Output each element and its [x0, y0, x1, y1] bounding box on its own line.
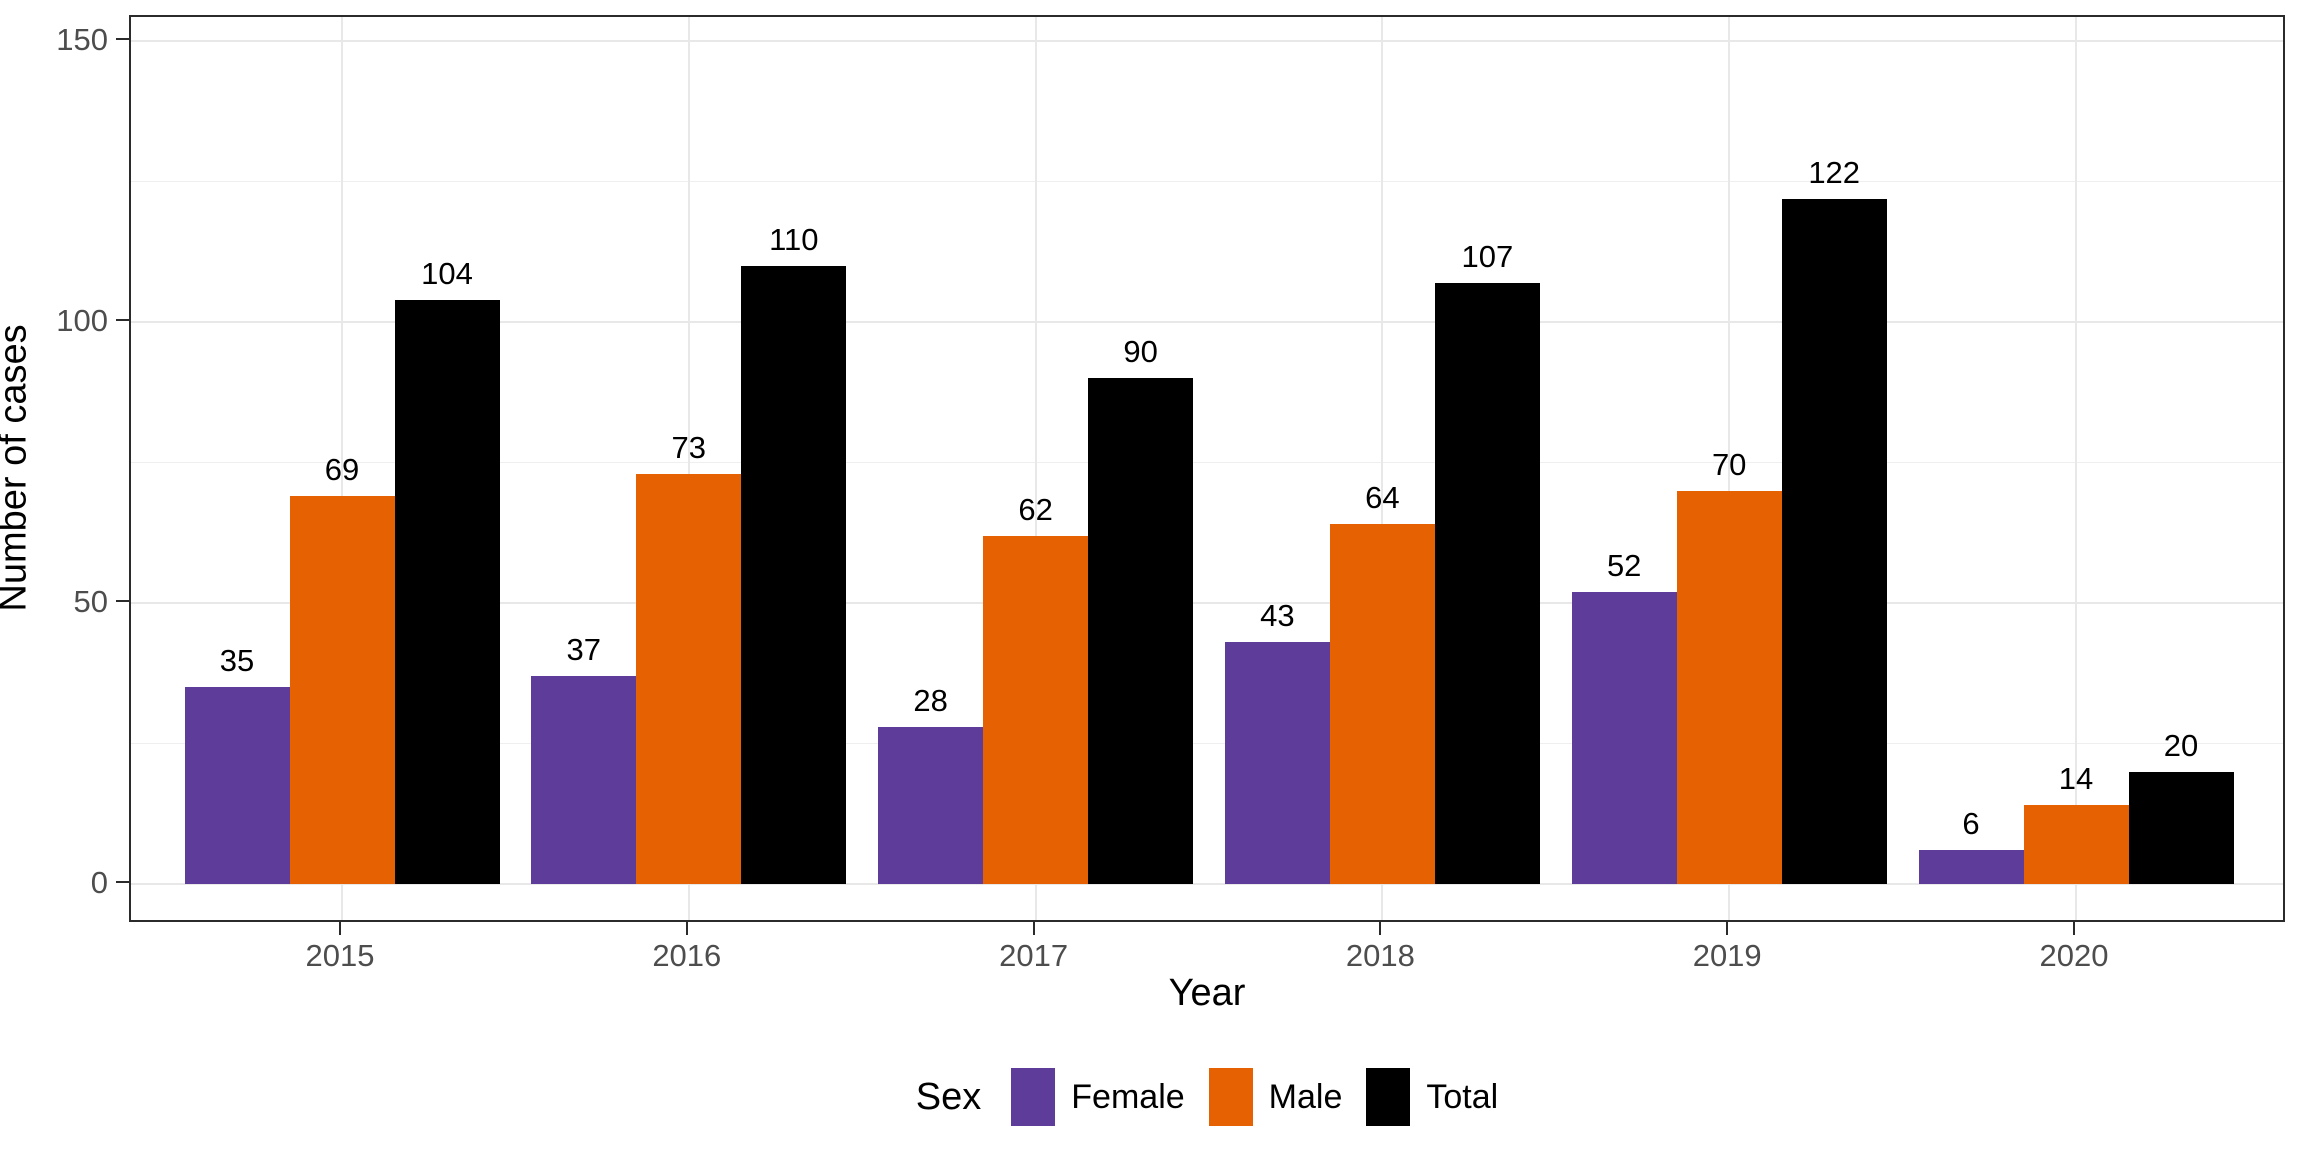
bar-value-label-female-2017: 28 — [913, 682, 948, 718]
bar-value-label-female-2015: 35 — [219, 643, 255, 679]
bar-male-2017 — [983, 535, 1089, 884]
bar-value-label-female-2016: 37 — [566, 632, 602, 668]
x-tick-label-2015: 2015 — [305, 938, 375, 973]
bar-value-label-male-2016: 73 — [671, 429, 707, 465]
plot-panel: 35 37 28 43 52 6 69 73 62 64 70 14 104 110 90 107 122 20 — [129, 15, 2285, 922]
x-tick-mark-2015 — [339, 922, 341, 935]
x-tick-mark-2018 — [1379, 922, 1382, 935]
x-tick-mark-2016 — [685, 922, 688, 935]
bar-total-2018 — [1434, 282, 1540, 884]
y-tick-label-0: 0 — [90, 865, 108, 900]
x-tick-label-2020: 2020 — [2039, 938, 2109, 973]
bar-male-2018 — [1329, 524, 1435, 884]
gridline-vertical-2018 — [1381, 17, 1384, 920]
bar-value-label-total-2015: 104 — [421, 255, 473, 291]
x-tick-label-2016: 2016 — [652, 938, 722, 973]
bar-total-2016 — [741, 266, 847, 884]
bar-value-label-total-2017: 90 — [1123, 334, 1158, 370]
legend-swatch-total-icon — [1366, 1068, 1411, 1126]
bar-female-2020 — [1918, 850, 2024, 884]
bar-value-label-total-2020: 20 — [2163, 727, 2199, 763]
bar-total-2020 — [2128, 771, 2234, 884]
bar-value-label-male-2017: 62 — [1018, 491, 1053, 527]
bar-value-label-total-2018: 107 — [1461, 238, 1514, 274]
y-axis-title: Number of cases — [0, 324, 35, 612]
bar-male-2016 — [636, 473, 742, 884]
gridline-major-100 — [131, 321, 2283, 324]
y-tick-label-150: 150 — [56, 22, 108, 58]
bar-male-2015 — [289, 496, 395, 884]
bar-value-label-female-2018: 43 — [1260, 598, 1295, 634]
bar-value-label-total-2019: 122 — [1808, 154, 1861, 190]
y-tick-mark-150 — [116, 38, 129, 41]
x-tick-label-2018: 2018 — [1345, 938, 1415, 973]
gridline-minor-125 — [131, 181, 2283, 183]
legend-item-total: Total — [1366, 1068, 1498, 1126]
bar-value-label-total-2016: 110 — [769, 222, 819, 258]
y-tick-mark-0 — [116, 881, 129, 883]
gridline-vertical-2015 — [341, 17, 343, 920]
legend: Sex Female Male Total — [129, 1062, 2285, 1132]
bar-female-2016 — [531, 676, 637, 884]
gridline-vertical-2016 — [687, 17, 690, 920]
x-tick-mark-2017 — [1032, 922, 1035, 935]
legend-item-male: Male — [1208, 1068, 1343, 1126]
x-axis-title: Year — [1168, 972, 1246, 1014]
bar-total-2019 — [1781, 198, 1887, 884]
legend-swatch-female-icon — [1011, 1068, 1056, 1126]
bar-male-2019 — [1676, 490, 1782, 884]
bar-male-2020 — [2023, 805, 2129, 884]
y-tick-mark-50 — [116, 600, 129, 603]
legend-label-male: Male — [1268, 1077, 1343, 1116]
gridline-vertical-2017 — [1034, 17, 1037, 920]
gridline-vertical-2020 — [2075, 17, 2077, 920]
x-tick-label-2017: 2017 — [999, 938, 1069, 973]
bar-value-label-male-2019: 70 — [1711, 446, 1747, 482]
bar-value-label-male-2018: 64 — [1365, 480, 1400, 516]
legend-title: Sex — [915, 1075, 982, 1118]
x-tick-label-2019: 2019 — [1692, 938, 1762, 973]
legend-item-female: Female — [1011, 1068, 1185, 1126]
gridline-major-50 — [131, 602, 2283, 605]
gridline-minor-75 — [131, 462, 2283, 464]
gridline-major-150 — [131, 40, 2283, 43]
x-tick-mark-2020 — [2073, 922, 2075, 935]
legend-label-female: Female — [1071, 1077, 1185, 1116]
bar-female-2018 — [1224, 642, 1330, 884]
bar-total-2015 — [394, 299, 500, 884]
bar-value-label-male-2015: 69 — [324, 452, 360, 488]
bar-value-label-female-2019: 52 — [1606, 547, 1642, 583]
gridline-vertical-2019 — [1728, 17, 1731, 920]
legend-label-total: Total — [1426, 1077, 1499, 1116]
y-tick-label-100: 100 — [56, 303, 108, 339]
x-tick-mark-2019 — [1726, 922, 1729, 935]
bar-female-2017 — [878, 726, 984, 884]
bar-value-label-male-2020: 14 — [2058, 761, 2094, 797]
gridline-major-0 — [131, 883, 2283, 885]
bar-female-2019 — [1571, 591, 1677, 884]
legend-swatch-male-icon — [1208, 1068, 1253, 1126]
bar-value-label-female-2020: 6 — [1962, 806, 1980, 842]
bar-female-2015 — [184, 687, 290, 884]
y-tick-mark-100 — [116, 319, 129, 322]
gridline-minor-25 — [131, 743, 2283, 745]
bar-total-2017 — [1088, 378, 1194, 884]
y-tick-label-50: 50 — [73, 584, 108, 620]
